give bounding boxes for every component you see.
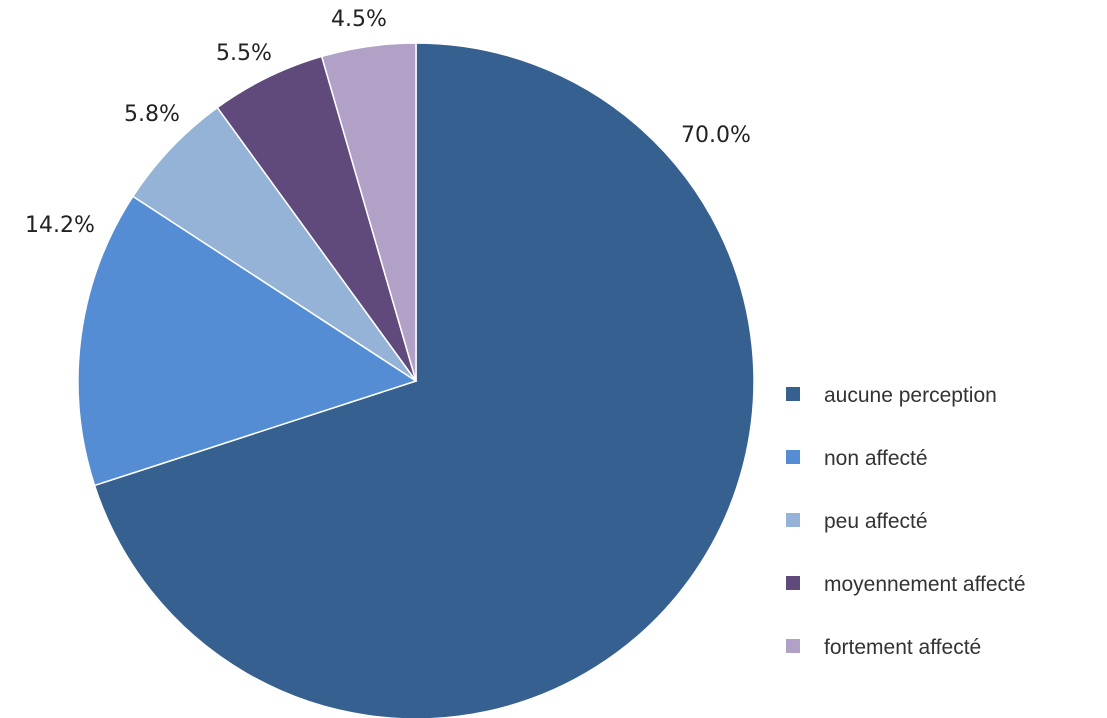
legend-swatch	[786, 450, 800, 464]
legend: aucune perception non affecté peu affecté m…	[786, 384, 1026, 659]
slice-value-label: 5.5%	[216, 41, 272, 66]
pie-slice-non-affecte	[77, 195, 418, 487]
legend-label: non affecté	[824, 447, 928, 470]
legend-swatch	[786, 639, 800, 653]
pie-slice-aucune-perception	[93, 42, 755, 718]
slice-value-labels: 70.0% 14.2% 5.8% 5.5% 4.5%	[25, 7, 751, 238]
legend-swatch	[786, 387, 800, 401]
pie-slice-fortement-affecte	[320, 42, 417, 382]
pie-slice-peu-affecte	[131, 106, 417, 382]
legend-label: peu affecté	[824, 510, 928, 533]
legend-label: aucune perception	[824, 384, 997, 407]
legend-label: moyennement affecté	[824, 573, 1026, 596]
slice-value-label: 4.5%	[331, 7, 387, 32]
slice-value-label: 14.2%	[25, 213, 95, 238]
legend-label: fortement affecté	[824, 636, 981, 659]
legend-swatch	[786, 576, 800, 590]
pie-slices	[77, 42, 755, 718]
slice-value-label: 70.0%	[681, 123, 751, 148]
legend-swatch	[786, 513, 800, 527]
slice-value-label: 5.8%	[124, 102, 180, 127]
